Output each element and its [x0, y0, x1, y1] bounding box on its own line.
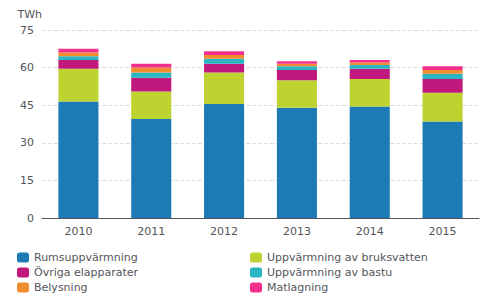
svg-text:45: 45 [20, 99, 34, 112]
svg-text:Belysning: Belysning [34, 281, 88, 294]
svg-text:Övriga elapparater: Övriga elapparater [34, 266, 139, 279]
svg-text:15: 15 [20, 174, 34, 187]
svg-text:60: 60 [20, 61, 34, 74]
svg-text:2014: 2014 [356, 225, 384, 238]
svg-text:Uppvärmning av bruksvatten: Uppvärmning av bruksvatten [267, 251, 428, 264]
svg-text:0: 0 [27, 212, 34, 225]
svg-text:2015: 2015 [429, 225, 457, 238]
svg-text:30: 30 [20, 136, 34, 149]
svg-text:Uppvärmning av bastu: Uppvärmning av bastu [267, 266, 392, 279]
svg-text:2011: 2011 [137, 225, 165, 238]
svg-text:2010: 2010 [64, 225, 92, 238]
svg-text:TWh: TWh [16, 8, 42, 21]
svg-text:Rumsuppvärmning: Rumsuppvärmning [34, 251, 138, 264]
svg-text:Matlagning: Matlagning [267, 281, 328, 294]
svg-text:75: 75 [20, 24, 34, 37]
svg-text:2013: 2013 [283, 225, 311, 238]
svg-text:2012: 2012 [210, 225, 238, 238]
